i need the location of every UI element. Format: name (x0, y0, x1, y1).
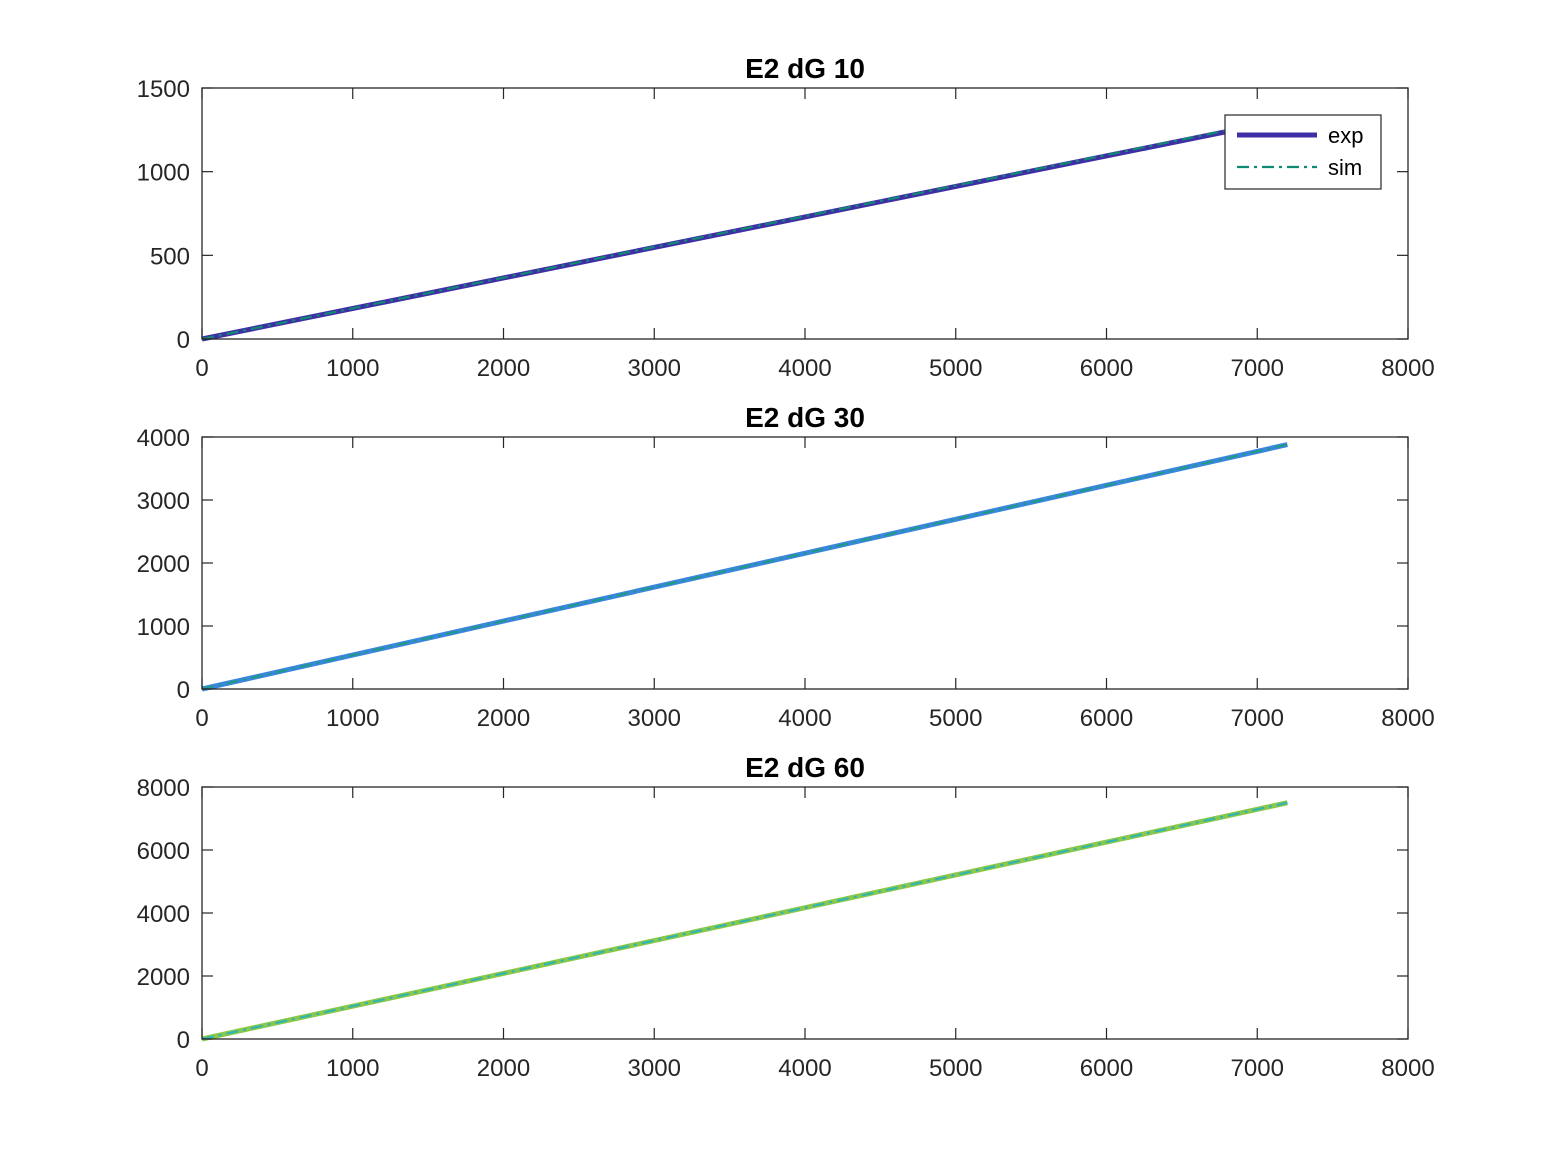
series-line-series-2 (201, 443, 1288, 691)
x-tick-label: 6000 (1080, 705, 1133, 732)
series-group (201, 117, 1288, 342)
y-tick-label: 0 (177, 327, 190, 354)
legend-label-exp: exp (1328, 123, 1363, 148)
series-line-sim (201, 117, 1288, 341)
y-tick-label: 4000 (137, 901, 190, 928)
x-tick-label: 2000 (477, 355, 530, 382)
y-tick-label: 6000 (137, 838, 190, 865)
y-tick-label: 1000 (137, 160, 190, 187)
x-tick-label: 7000 (1231, 1055, 1284, 1082)
x-tick-label: 6000 (1080, 355, 1133, 382)
legend-box (1224, 114, 1382, 190)
y-tick-label: 1000 (137, 614, 190, 641)
x-tick-label: 0 (195, 705, 208, 732)
x-tick-label: 3000 (628, 1055, 681, 1082)
x-tick-label: 8000 (1381, 705, 1434, 732)
x-tick-label: 6000 (1080, 1055, 1133, 1082)
chart-title: E2 dG 30 (745, 402, 865, 433)
legend-label-sim: sim (1328, 155, 1362, 180)
chart-panel-1: 0 1000 2000 3000 4000 5000 6000 7000 8000 0 500 100… (137, 53, 1435, 382)
x-tick-label: 1000 (326, 705, 379, 732)
x-tick-label: 3000 (628, 355, 681, 382)
x-tick-label: 4000 (778, 705, 831, 732)
x-tick-label: 0 (195, 355, 208, 382)
x-tick-label: 1000 (326, 355, 379, 382)
x-tick-label: 7000 (1231, 705, 1284, 732)
legend: exp sim (1224, 114, 1382, 190)
x-tick-label: 4000 (778, 1055, 831, 1082)
x-tick-label: 5000 (929, 1055, 982, 1082)
y-tick-label: 0 (177, 1027, 190, 1054)
x-tick-label: 1000 (326, 1055, 379, 1082)
chart-panel-2: 0 1000 2000 3000 4000 5000 6000 7000 8000 0 1000 20… (137, 402, 1435, 732)
y-tick-label: 3000 (137, 488, 190, 515)
y-tick-label: 2000 (137, 551, 190, 578)
y-tick-label: 1500 (137, 76, 190, 103)
x-tick-label: 3000 (628, 705, 681, 732)
x-tick-label: 2000 (477, 705, 530, 732)
x-tick-label: 5000 (929, 705, 982, 732)
y-tick-label: 500 (150, 243, 190, 270)
y-tick-label: 4000 (137, 425, 190, 452)
plot-area (202, 437, 1408, 689)
chart-title: E2 dG 60 (745, 752, 865, 783)
x-tick-label: 7000 (1231, 355, 1284, 382)
x-tick-label: 0 (195, 1055, 208, 1082)
y-tick-label: 8000 (137, 775, 190, 802)
series-line-exp (201, 129, 1228, 342)
chart-title: E2 dG 10 (745, 53, 865, 84)
x-tick-label: 8000 (1381, 1055, 1434, 1082)
chart-panel-3: 0 1000 2000 3000 4000 5000 6000 7000 8000 0 2000 40… (137, 752, 1435, 1082)
series-group (201, 800, 1288, 1042)
x-tick-label: 2000 (477, 1055, 530, 1082)
x-tick-label: 8000 (1381, 355, 1434, 382)
x-tick-label: 4000 (778, 355, 831, 382)
series-group (201, 442, 1288, 692)
series-line-series-2 (201, 801, 1288, 1041)
y-tick-label: 2000 (137, 964, 190, 991)
y-tick-label: 0 (177, 677, 190, 704)
x-tick-label: 5000 (929, 355, 982, 382)
